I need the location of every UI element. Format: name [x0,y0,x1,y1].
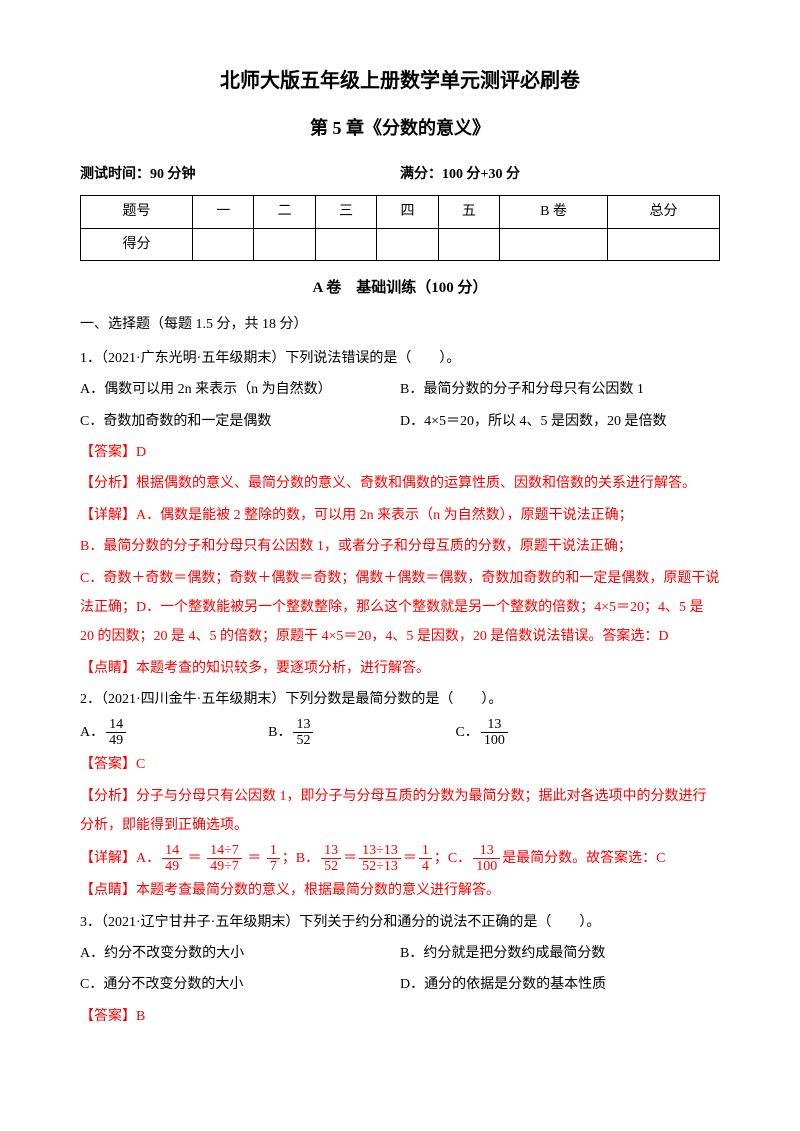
th-label: 题号 [81,196,193,228]
td-blank [193,228,254,260]
chapter-title: 第 5 章《分数的意义》 [80,110,720,148]
optC-prefix: C． [455,725,478,740]
main-title: 北师大版五年级上册数学单元测评必刷卷 [80,60,720,102]
optB-prefix: B． [268,725,291,740]
q1-dian: 【点睛】本题考查的知识较多，要逐项分析，进行解答。 [80,654,720,683]
fraction: 13100 [481,717,508,749]
q1-analysis: 【分析】根据偶数的意义、最简分数的意义、奇数和偶数的运算性质、因数和倍数的关系进… [80,469,720,498]
q2-dian: 【点睛】本题考查最简分数的意义，根据最简分数的意义进行解答。 [80,876,720,905]
q1-optC: C．奇数加奇数的和一定是偶数 [80,407,400,436]
score-table: 题号 一 二 三 四 五 B 卷 总分 得分 [80,195,720,261]
q1-opts-row2: C．奇数加奇数的和一定是偶数 D．4×5＝20，所以 4、5 是因数，20 是倍… [80,407,720,436]
td-blank [315,228,376,260]
th-col: B 卷 [500,196,608,228]
td-blank [500,228,608,260]
q1-stem: 1．（2021·广东光明·五年级期末）下列说法错误的是（ ）。 [80,344,720,373]
th-col: 一 [193,196,254,228]
fraction: 1449 [106,717,126,749]
q2-detail: 【详解】A．1449 ＝ 14÷749÷7 ＝ 17；B．1352＝13÷135… [80,843,720,875]
th-col: 三 [315,196,376,228]
eq: ＝ [184,851,205,866]
q3-opts-row1: A．约分不改变分数的大小 B．约分就是把分数约成最简分数 [80,939,720,968]
section-a-header: A 卷 基础训练（100 分） [80,273,720,305]
fraction: 13÷1352÷13 [359,843,401,875]
td-label: 得分 [81,228,193,260]
q3-stem: 3．（2021·辽宁甘井子·五年级期末）下列关于约分和通分的说法不正确的是（ ）… [80,908,720,937]
eq: ＝ [244,851,265,866]
q2-answer: 【答案】C [80,750,720,779]
q2-opts: A．1449 B．1352 C．13100 [80,717,720,749]
q3-answer: 【答案】B [80,1002,720,1031]
q3-optB: B．约分就是把分数约成最简分数 [400,939,720,968]
fraction: 14 [419,843,432,875]
q3-opts-row2: C．通分不改变分数的大小 D．通分的依据是分数的基本性质 [80,970,720,999]
th-col: 总分 [607,196,719,228]
fraction: 1352 [293,717,313,749]
th-col: 二 [254,196,315,228]
q2-analysis: 【分析】分子与分母只有公因数 1，即分子与分母互质的分数为最简分数；据此对各选项… [80,782,720,841]
q3-optA: A．约分不改变分数的大小 [80,939,400,968]
q3-optD: D．通分的依据是分数的基本性质 [400,970,720,999]
td-blank [607,228,719,260]
td-blank [377,228,438,260]
sep: ；B． [282,851,319,866]
fraction: 13100 [473,843,500,875]
td-blank [438,228,499,260]
optA-prefix: A． [80,725,104,740]
table-row: 题号 一 二 三 四 五 B 卷 总分 [81,196,720,228]
full-score: 满分：100 分+30 分 [400,160,720,189]
section-a-sub: 一、选择题（每题 1.5 分，共 18 分） [80,310,720,339]
th-col: 四 [377,196,438,228]
test-time: 测试时间：90 分钟 [80,160,400,189]
eq: ＝ [403,851,417,866]
fraction: 1352 [321,843,341,875]
q2-optA: A．1449 [80,717,128,749]
meta-row: 测试时间：90 分钟 满分：100 分+30 分 [80,160,720,189]
q2-optB: B．1352 [268,717,315,749]
q1-detailB: B．最简分数的分子和分母只有公因数 1，或者分子和分母互质的分数，原题干说法正确… [80,532,720,561]
q2-stem: 2．（2021·四川金牛·五年级期末）下列分数是最简分数的是（ ）。 [80,685,720,714]
fraction: 1449 [162,843,182,875]
th-col: 五 [438,196,499,228]
fraction: 14÷749÷7 [207,843,242,875]
table-row: 得分 [81,228,720,260]
q1-detailA: 【详解】A．偶数是能被 2 整除的数，可以用 2n 来表示（n 为自然数），原题… [80,501,720,530]
q1-optA: A．偶数可以用 2n 来表示（n 为自然数） [80,375,400,404]
q1-detailC: C．奇数＋奇数＝偶数；奇数＋偶数＝奇数；偶数＋偶数＝偶数，奇数加奇数的和一定是偶… [80,564,720,652]
eq: ＝ [343,851,357,866]
q1-answer: 【答案】D [80,438,720,467]
tail: 是最简分数。故答案选：C [502,851,665,866]
sep: ；C． [434,851,471,866]
q1-optB: B．最简分数的分子和分母只有公因数 1 [400,375,720,404]
fraction: 17 [267,843,280,875]
detail-prefix: 【详解】A． [80,851,160,866]
q1-opts-row1: A．偶数可以用 2n 来表示（n 为自然数） B．最简分数的分子和分母只有公因数… [80,375,720,404]
q2-optC: C．13100 [455,717,509,749]
td-blank [254,228,315,260]
q1-optD: D．4×5＝20，所以 4、5 是因数，20 是倍数 [400,407,720,436]
q3-optC: C．通分不改变分数的大小 [80,970,400,999]
